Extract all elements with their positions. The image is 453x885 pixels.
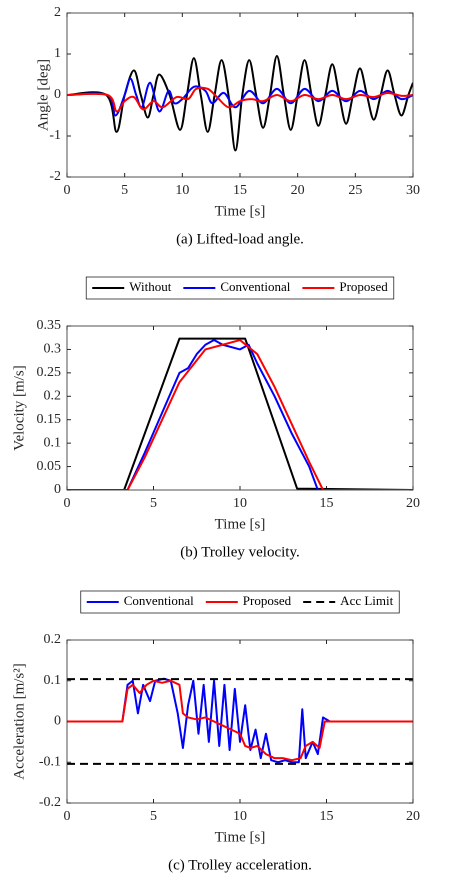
y-axis-label: Velocity [m/s] [11, 365, 27, 450]
y-axis-label: Angle [deg] [35, 59, 51, 131]
y-tick-label: 0.2 [44, 389, 62, 404]
legend-label: Proposed [339, 279, 388, 294]
chart: 0 0.05 0.1 0.15 0.2 0.25 0.3 0.35 0 5 10 15 20 Time [… [11, 276, 420, 560]
x-tick-label: 0 [64, 809, 71, 824]
x-tick-label: 10 [175, 183, 189, 198]
legend-label: Conventional [124, 593, 194, 608]
legend-box [85, 276, 395, 300]
legend-label: Without [129, 279, 171, 294]
x-tick-label: 10 [233, 809, 247, 824]
legend-box [80, 590, 400, 614]
x-tick-label: 15 [320, 496, 334, 511]
caption: (a) Lifted-load angle. [176, 231, 304, 247]
y-tick-label: 2 [54, 5, 61, 20]
y-tick-label: 0.15 [37, 412, 62, 427]
y-tick-label: 0.1 [44, 435, 62, 450]
y-tick-label: 0.25 [37, 365, 62, 380]
y-tick-label: 0.1 [44, 673, 62, 688]
y-tick-label: -1 [49, 128, 61, 143]
series-group [67, 55, 413, 152]
series-line [67, 339, 413, 490]
x-axis-label: Time [s] [215, 516, 266, 532]
x-tick-label: 30 [406, 183, 420, 198]
x-tick-label: 5 [150, 496, 157, 511]
axes-box [66, 325, 414, 491]
y-tick-label: 0.2 [44, 632, 62, 647]
series-line [67, 86, 413, 113]
x-tick-label: 10 [233, 496, 247, 511]
legend-label: Proposed [243, 593, 292, 608]
axes-box [66, 639, 414, 804]
chart: -0.2 -0.1 0 0.1 0.2 0 5 10 15 20 Time [s] Accelerat… [11, 590, 420, 873]
x-tick-label: 20 [406, 496, 420, 511]
x-tick-label: 20 [291, 183, 305, 198]
series-group [67, 677, 413, 765]
x-tick-label: 25 [348, 183, 362, 198]
x-tick-label: 15 [320, 809, 334, 824]
legend-label: Conventional [220, 279, 290, 294]
plot-area [67, 326, 413, 490]
axes-box [66, 12, 414, 178]
y-tick-label: 0 [54, 87, 61, 102]
x-axis-label: Time [s] [215, 829, 266, 845]
series-group [67, 337, 413, 490]
series-line [67, 55, 413, 152]
y-axis-label: Acceleration [m/s²] [11, 663, 27, 780]
y-tick-label: 0 [54, 714, 61, 729]
legend-label: Acc Limit [340, 593, 393, 608]
x-axis-label: Time [s] [215, 203, 266, 219]
x-tick-label: 0 [64, 496, 71, 511]
x-tick-label: 0 [64, 183, 71, 198]
y-tick-label: 0.05 [37, 459, 62, 474]
x-tick-label: 5 [121, 183, 128, 198]
y-tick-label: -2 [49, 169, 61, 184]
x-tick-label: 15 [233, 183, 247, 198]
y-tick-label: 0 [54, 482, 61, 497]
legend: Without Conventional Proposed [85, 276, 395, 300]
x-tick-label: 5 [150, 809, 157, 824]
caption: (c) Trolley acceleration. [168, 857, 312, 873]
x-tick-label: 20 [406, 809, 420, 824]
y-tick-label: 0.3 [44, 342, 62, 357]
y-tick-label: 0.35 [37, 318, 62, 333]
y-tick-label: -0.1 [39, 754, 61, 769]
y-tick-label: -0.2 [39, 795, 61, 810]
series-line [67, 679, 413, 762]
series-line [67, 677, 358, 764]
legend: Conventional Proposed Acc Limit [80, 590, 400, 614]
y-tick-label: 1 [54, 46, 61, 61]
caption: (b) Trolley velocity. [180, 544, 299, 560]
